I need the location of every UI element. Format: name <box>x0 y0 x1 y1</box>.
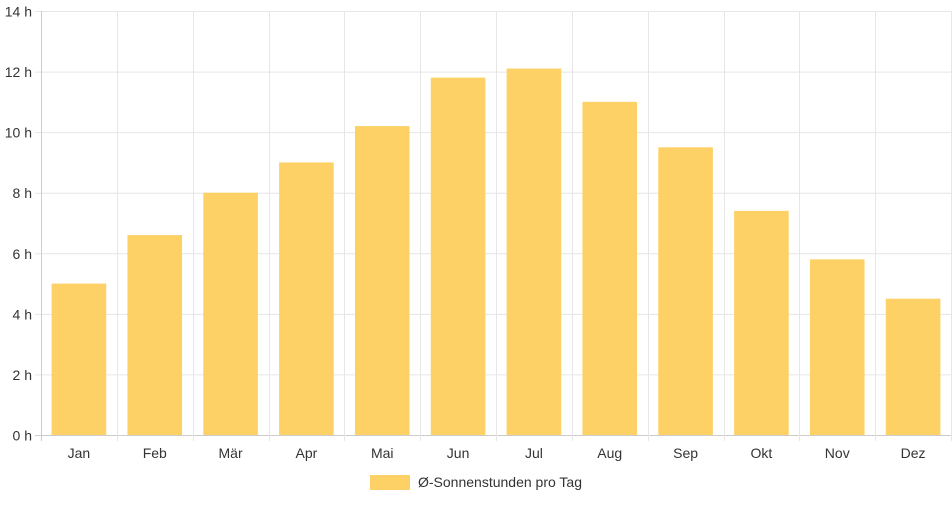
y-tick-label: 4 h <box>13 306 32 322</box>
bars <box>51 68 941 436</box>
bar-aug[interactable] <box>582 101 638 435</box>
y-tick-label: 0 h <box>13 428 32 444</box>
x-tick-label: Sep <box>673 445 698 461</box>
bar-jun[interactable] <box>430 77 486 435</box>
bar-apr[interactable] <box>279 162 334 435</box>
legend-label[interactable]: Ø-Sonnenstunden pro Tag <box>418 474 582 490</box>
y-tick-label: 14 h <box>5 4 32 20</box>
x-tick-label: Jan <box>68 445 91 461</box>
x-tick-label: Feb <box>143 445 167 461</box>
bar-nov[interactable] <box>809 259 865 435</box>
bar-dez[interactable] <box>885 298 941 435</box>
x-tick-label: Mai <box>371 445 394 461</box>
y-tick-label: 12 h <box>5 64 32 80</box>
bar-sep[interactable] <box>658 147 713 436</box>
y-tick-label: 8 h <box>13 185 32 201</box>
x-tick-label: Dez <box>901 445 926 461</box>
bar-jan[interactable] <box>51 283 107 435</box>
bar-jul[interactable] <box>506 68 562 436</box>
x-tick-label: Aug <box>597 445 622 461</box>
x-tick-label: Mär <box>219 445 243 461</box>
legend-swatch[interactable] <box>370 475 410 490</box>
x-tick-label: Apr <box>296 445 318 461</box>
x-tick-label: Nov <box>825 445 850 461</box>
y-tick-label: 10 h <box>5 125 32 141</box>
x-tick-label: Jun <box>447 445 470 461</box>
legend[interactable]: Ø-Sonnenstunden pro Tag <box>370 474 582 490</box>
bar-mai[interactable] <box>354 126 410 435</box>
axes: 0 h 2 h 4 h 6 h 8 h 10 h 12 h 14 h Jan Feb Mär Apr M… <box>5 4 926 462</box>
x-tick-label: Jul <box>525 445 543 461</box>
bar-feb[interactable] <box>127 235 183 435</box>
grid <box>35 11 952 441</box>
bar-okt[interactable] <box>734 210 789 435</box>
bar-mär[interactable] <box>203 192 258 435</box>
y-tick-label: 6 h <box>13 246 32 262</box>
y-tick-label: 2 h <box>13 367 32 383</box>
x-tick-label: Okt <box>751 445 773 461</box>
